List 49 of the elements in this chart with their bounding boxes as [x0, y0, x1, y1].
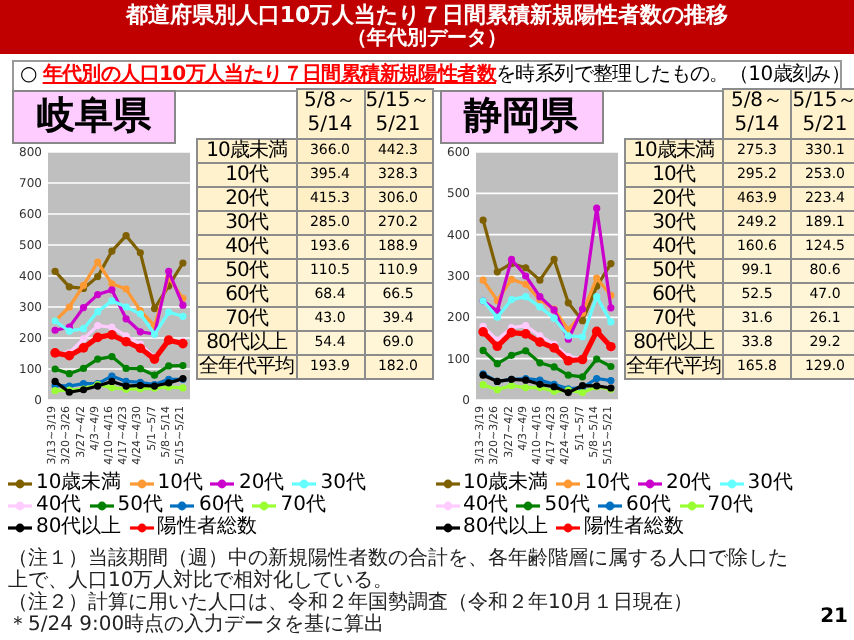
x-tick-label: 5/8～5/14 [723, 89, 791, 139]
text: 21 [818, 606, 848, 630]
text: 都道府県別人口10万人当たり７日間累積新規陽性者数の推移 [123, 2, 731, 28]
y-tick-label: 80代以上 [624, 331, 723, 355]
legend-label: 10代 [157, 472, 203, 494]
y-tick-label: 全年代平均 [624, 355, 723, 379]
y-tick-label: 10歳未満 [624, 139, 723, 163]
text: （年代別データ） [345, 26, 509, 52]
legend-label: 40代 [36, 494, 82, 516]
x-tick-label: 5/8～5/14 [296, 89, 364, 139]
y-tick-label: 20代 [197, 187, 296, 211]
legend-label: 10歳未満 [36, 472, 122, 494]
legend-label: 50代 [544, 494, 590, 516]
y-tick-label: 60代 [197, 283, 296, 307]
y-tick-label: 40代 [197, 235, 296, 259]
legend-label: 80代以上 [36, 516, 122, 538]
text: ＊5/24 9:00時点の入力データを基に算出 [8, 614, 387, 636]
y-tick-label: 30代 [624, 211, 723, 235]
y-tick-label: 70代 [197, 307, 296, 331]
chart-title: 静岡県 [439, 90, 603, 144]
y-tick-label: 70代 [624, 307, 723, 331]
y-tick-label: 10代 [624, 163, 723, 187]
y-tick-label: 20代 [624, 187, 723, 211]
chart-title: 岐阜県 [12, 90, 176, 144]
x-tick-label: 5/15～5/21 [364, 89, 432, 139]
legend-label: 70代 [280, 494, 326, 516]
x-tick-label: 5/15～5/21 [791, 89, 854, 139]
legend-label: 陽性者総数 [584, 516, 685, 538]
legend-label: 10歳未満 [463, 472, 549, 494]
y-tick-label: 50代 [197, 259, 296, 283]
legend-label: 80代以上 [463, 516, 549, 538]
y-tick-label: 10歳未満 [197, 139, 296, 163]
legend-label: 50代 [117, 494, 163, 516]
y-tick-label: 40代 [624, 235, 723, 259]
legend-label: 10代 [584, 472, 630, 494]
legend-label: 30代 [320, 472, 366, 494]
legend-label: 70代 [707, 494, 753, 516]
y-tick-label: 50代 [624, 259, 723, 283]
y-tick-label: 80代以上 [197, 331, 296, 355]
y-tick-label: 30代 [197, 211, 296, 235]
legend-label: 40代 [463, 494, 509, 516]
legend-label: 陽性者総数 [157, 516, 258, 538]
y-tick-label: 10代 [197, 163, 296, 187]
text: ○ 年代別の人口10万人当たり７日間累積新規陽性者数を時系列で整理したもの。（10歳刻み） [18, 60, 851, 90]
text: （注１）当該期間（週）中の新規陽性者数の合計を、各年齢階層に属する人口で除した上で、人口10万人対比で相対化している。 [8, 548, 790, 592]
y-tick-label: 全年代平均 [197, 355, 296, 379]
y-tick-label: 60代 [624, 283, 723, 307]
text: （注２）計算に用いた人口は、令和２年国勢調査（令和２年10月１日現在） [8, 592, 696, 614]
legend-label: 30代 [747, 472, 793, 494]
